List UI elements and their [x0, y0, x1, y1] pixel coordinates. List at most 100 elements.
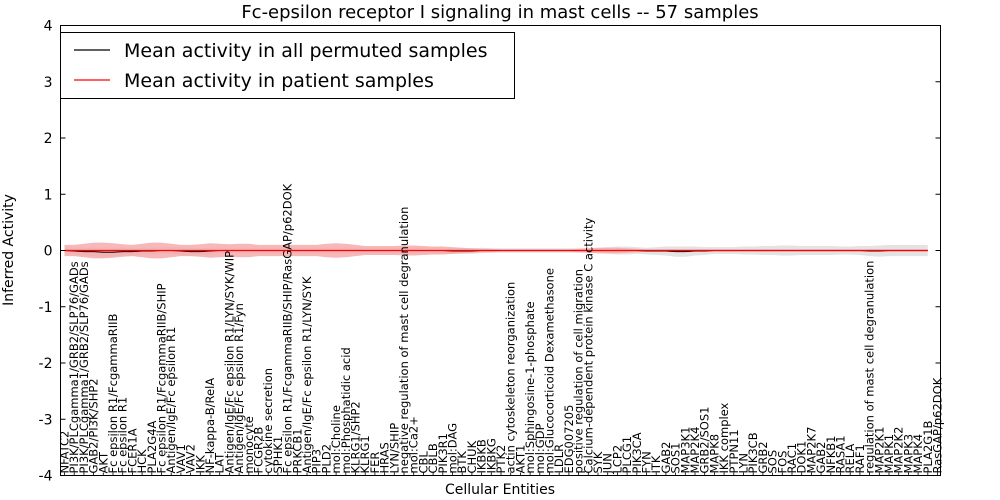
y-tick-label-2: -2 — [39, 356, 53, 372]
x-category-label-90: RasGAP/p62DOK — [931, 377, 945, 473]
y-tick-label-0: -4 — [39, 469, 53, 485]
x-category-label-39: PIK3R1 — [436, 433, 450, 474]
x-category-label-5: Fc epsilon R1/FcgammaRIIB — [106, 313, 120, 473]
x-category-label-17: Antigen/IgE/Fc epsilon R1/LYN/SYK/WIP — [222, 251, 236, 474]
x-category-label-86: MAP2K2 — [892, 427, 906, 474]
x-category-label-38: CBLB — [426, 443, 440, 473]
x-category-label-9: PLA2G4A — [145, 420, 159, 473]
x-category-label-3: GAB2/PI3K/SHP2 — [87, 378, 101, 473]
x-category-label-84: MAP2K1 — [872, 427, 886, 474]
x-category-label-50: mol:Glucocorticoid Dexamethasone — [543, 268, 557, 473]
x-category-label-23: Fc epsilon R1/FcgammaRIIB/SHIP/RasGAP/p6… — [281, 183, 295, 473]
x-category-label-63: SOS1 — [669, 443, 683, 474]
x-category-label-21: cytokine secretion — [261, 368, 275, 474]
x-category-label-67: MAPK8 — [707, 434, 721, 474]
x-category-label-77: MAP2K7 — [804, 427, 818, 474]
x-category-label-18: Antigen/IgE/Fc epsilon R1/Fyn — [232, 303, 246, 473]
x-category-label-7: FCER1A — [125, 428, 139, 473]
x-category-label-24: PRKCB1 — [290, 428, 304, 473]
x-category-label-34: LYN/SHIP — [387, 423, 401, 474]
x-category-label-47: AKT1 — [513, 445, 527, 474]
x-category-label-51: LDLR — [552, 444, 566, 474]
category-labels: NFATC2PI3K/PLCgamma1/GRB2/SLP76/GADsPI3K… — [58, 183, 945, 476]
x-category-label-22: SPHK1 — [271, 436, 285, 474]
x-category-label-19: monocyte — [242, 416, 256, 473]
x-category-label-13: VAV2 — [184, 444, 198, 473]
x-category-label-42: CHUK — [465, 440, 479, 473]
y-tick-label-3: -1 — [39, 300, 53, 316]
x-category-label-75: RAC1 — [785, 443, 799, 474]
x-category-label-20: FCGR2B — [252, 427, 266, 474]
x-category-label-8: HCK — [135, 449, 149, 474]
x-category-label-55: SYK — [591, 451, 605, 473]
x-category-label-28: mol:Choline — [329, 405, 343, 473]
y-tick-label-7: 3 — [44, 75, 53, 91]
x-category-label-68: IKK complex — [717, 402, 731, 473]
x-category-label-31: KLRG1 — [358, 435, 372, 473]
y-tick-label-6: 2 — [44, 131, 53, 147]
x-category-label-1: PI3K/PLCgamma1/GRB2/SLP76/GADs — [67, 261, 81, 473]
legend-label-permuted: Mean activity in all permuted samples — [124, 40, 487, 62]
x-category-label-65: MAP2K4 — [688, 427, 702, 474]
x-category-label-73: SOS — [766, 450, 780, 474]
x-category-label-2: PI3K/PLCgamma1/GRB2/SLP76/GADs — [77, 261, 91, 473]
x-category-label-54: Calcium-dependent protein kinase C activ… — [581, 217, 595, 473]
x-category-label-78: GAB2 — [814, 442, 828, 474]
x-category-label-10: Fc epsilon R1/FcgammaRIIB/SHIP — [155, 283, 169, 473]
x-category-label-61: ITK — [649, 455, 663, 473]
x-category-label-48: mol:Sphingosine-1-phosphate — [523, 301, 537, 473]
x-category-label-36: mol:Ca2+ — [407, 416, 421, 473]
x-category-label-72: GRB2 — [756, 441, 770, 473]
x-category-label-43: IKBKB — [475, 439, 489, 473]
x-category-label-33: HRAS — [378, 442, 392, 473]
x-category-label-53: positive regulation of cell migration — [572, 269, 586, 474]
legend-label-patient: Mean activity in patient samples — [124, 70, 434, 92]
x-category-label-41: BTK — [455, 451, 469, 474]
legend: Mean activity in all permuted samples Me… — [60, 32, 515, 99]
x-category-label-87: MAPK3 — [901, 434, 915, 474]
x-category-label-85: MAPK1 — [882, 434, 896, 474]
x-category-label-71: PIK3CB — [746, 432, 760, 473]
x-category-label-6: Fc epsilon R1 — [116, 397, 130, 474]
x-category-label-64: MAP3K1 — [678, 427, 692, 474]
plot-frame — [60, 25, 941, 476]
x-category-label-16: LAT — [213, 452, 227, 474]
x-category-label-14: IKK — [193, 455, 207, 474]
axis-ticks: -4 -3 -2 -1 0 1 2 3 4 — [39, 19, 941, 485]
x-category-label-82: RAF1 — [853, 444, 867, 473]
x-category-label-74: FOS — [775, 451, 789, 474]
y-tick-label-1: -3 — [39, 412, 53, 428]
x-category-label-4: AKT — [96, 451, 110, 474]
x-category-label-79: NFKB1 — [824, 436, 838, 474]
x-axis-label: Cellular Entities — [445, 482, 555, 498]
x-category-label-37: CBL — [416, 451, 430, 474]
x-category-label-80: RASA1 — [834, 435, 848, 473]
x-category-label-32: FER — [368, 452, 382, 474]
series-lines — [64, 249, 928, 253]
legend-box — [60, 32, 515, 99]
x-category-label-60: FYN — [640, 451, 654, 473]
x-category-label-30: KLRG1/SHP2 — [349, 401, 363, 473]
y-tick-label-5: 1 — [44, 187, 53, 203]
x-category-label-11: Antigen/IgE/Fc epsilon R1 — [164, 327, 178, 474]
y-tick-label-8: 4 — [44, 19, 53, 35]
x-category-label-88: MAPK4 — [911, 434, 925, 474]
x-category-label-59: PIK3CA — [630, 432, 644, 473]
x-category-label-62: GAB2 — [659, 442, 673, 474]
x-category-label-89: PLA2G1B — [921, 420, 935, 473]
x-category-label-58: PLCG1 — [620, 436, 634, 474]
x-category-label-45: PTK2 — [494, 445, 508, 474]
x-category-label-26: PIP3 — [310, 449, 324, 474]
x-category-label-40: mol:DAG — [446, 423, 460, 474]
x-category-label-27: PLD2 — [319, 444, 333, 474]
x-category-label-49: mol:GDP — [533, 423, 547, 473]
x-category-label-56: JUN — [601, 453, 615, 474]
x-category-label-69: PTPN11 — [727, 429, 741, 473]
x-category-label-83: regulation of mast cell degranulation — [863, 261, 877, 474]
x-category-label-29: mol:Phosphatidic acid — [339, 347, 353, 473]
x-category-label-81: RELA — [843, 444, 857, 474]
x-category-label-76: DOK1 — [795, 441, 809, 474]
x-category-label-15: NF-kappa-B/RelA — [203, 378, 217, 474]
x-category-label-66: GRB2/SOS1 — [698, 407, 712, 474]
